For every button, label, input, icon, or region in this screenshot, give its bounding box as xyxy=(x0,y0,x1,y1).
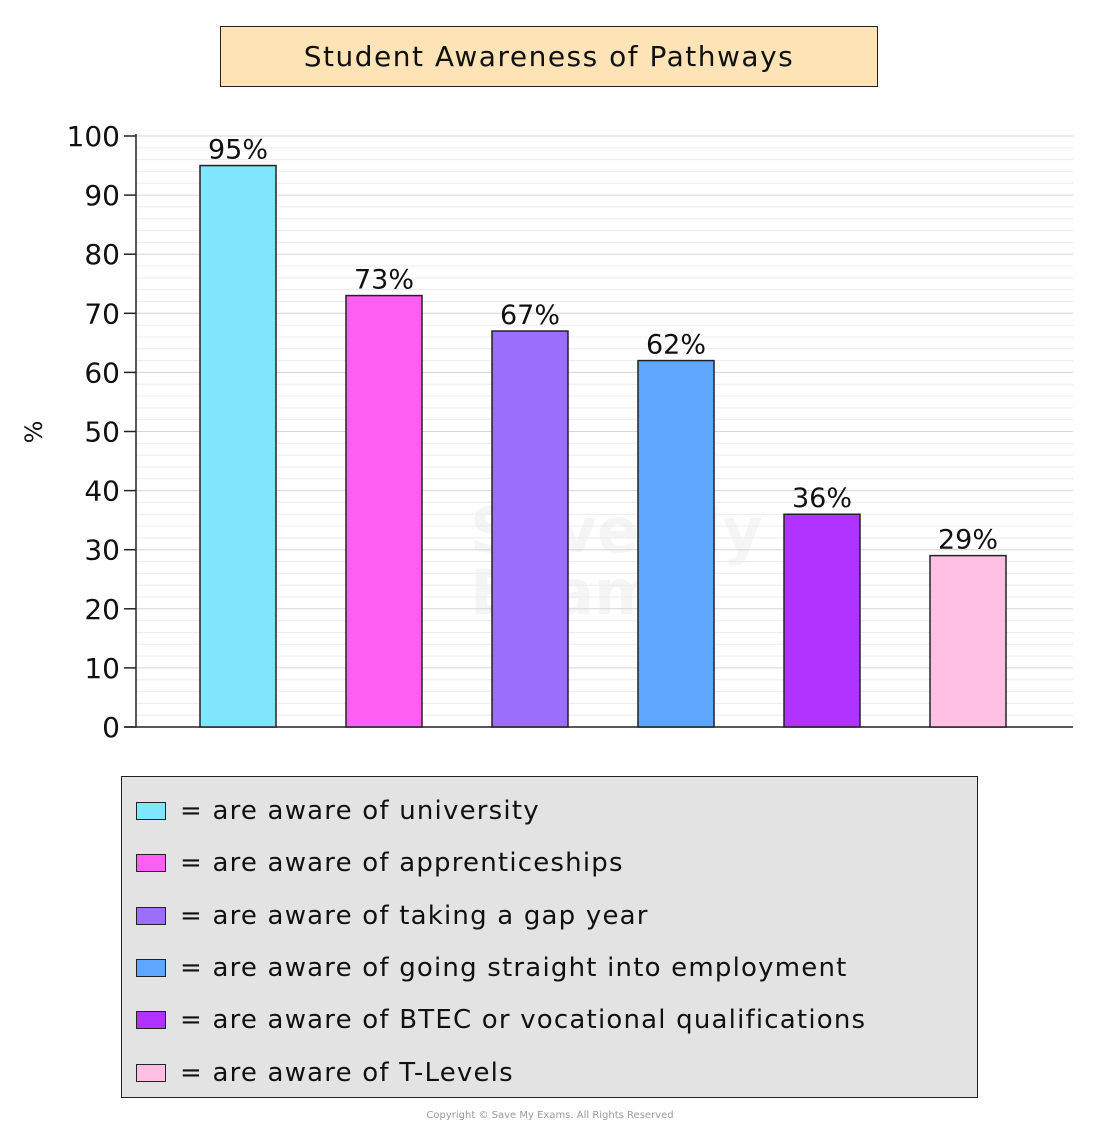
y-tick-label: 70 xyxy=(84,297,120,330)
legend-swatch xyxy=(136,1011,166,1030)
bar-data-label: 36% xyxy=(792,483,852,514)
legend-label: = are aware of T-Levels xyxy=(180,1057,514,1088)
chart-title: Student Awareness of Pathways xyxy=(220,26,878,87)
bar-data-label: 62% xyxy=(646,330,706,361)
legend-item: = are aware of apprenticeships xyxy=(122,837,977,889)
legend-item: = are aware of university xyxy=(122,785,977,837)
legend-label: = are aware of apprenticeships xyxy=(180,848,624,879)
legend-item: = are aware of BTEC or vocational qualif… xyxy=(122,994,977,1046)
legend-swatch xyxy=(136,959,166,978)
legend-label: = are aware of university xyxy=(180,796,540,827)
bar xyxy=(929,554,1007,728)
legend-swatch xyxy=(136,906,166,925)
bars xyxy=(199,164,1007,728)
y-tick-label: 20 xyxy=(84,593,120,626)
y-axis-label: % xyxy=(20,421,48,444)
y-tick-label: 100 xyxy=(67,120,120,153)
grid xyxy=(136,135,1073,728)
bar xyxy=(199,164,277,728)
bar-data-label: 73% xyxy=(354,265,414,296)
legend-item: = are aware of going straight into emplo… xyxy=(122,942,977,994)
bar-data-label: 95% xyxy=(208,135,268,166)
y-tick-label: 50 xyxy=(84,416,120,449)
bar xyxy=(345,294,423,728)
y-tick-label: 80 xyxy=(84,238,120,271)
y-tick-label: 60 xyxy=(84,356,120,389)
bar-data-label: 67% xyxy=(500,300,560,331)
y-tick-label: 30 xyxy=(84,534,120,567)
bar xyxy=(491,330,569,728)
bar xyxy=(783,513,861,728)
legend-label: = are aware of going straight into emplo… xyxy=(180,953,848,984)
legend-item: = are aware of T-Levels xyxy=(122,1046,977,1098)
copyright-notice: Copyright © Save My Exams. All Rights Re… xyxy=(426,1110,674,1121)
bar-chart: 0 10 20 30 40 50 60 70 80 90 100 95% 73% 67% 62% 36% 29… xyxy=(20,120,1073,744)
legend-label: = are aware of BTEC or vocational qualif… xyxy=(180,1005,867,1036)
legend-item: = are aware of taking a gap year xyxy=(122,890,977,942)
bar xyxy=(637,359,715,728)
data-labels: 95% 73% 67% 62% 36% 29% xyxy=(208,135,998,556)
y-tick-label: 0 xyxy=(102,711,120,744)
y-tick-label: 90 xyxy=(84,179,120,212)
y-tick-label: 40 xyxy=(84,475,120,508)
bar-data-label: 29% xyxy=(938,525,998,556)
y-tick-label: 10 xyxy=(84,652,120,685)
legend-swatch xyxy=(136,802,166,821)
legend-swatch xyxy=(136,854,166,873)
legend-label: = are aware of taking a gap year xyxy=(180,900,649,931)
legend: = are aware of university = are aware of … xyxy=(121,776,978,1098)
legend-swatch xyxy=(136,1063,166,1082)
axes: 0 10 20 30 40 50 60 70 80 90 100 xyxy=(67,120,1073,744)
